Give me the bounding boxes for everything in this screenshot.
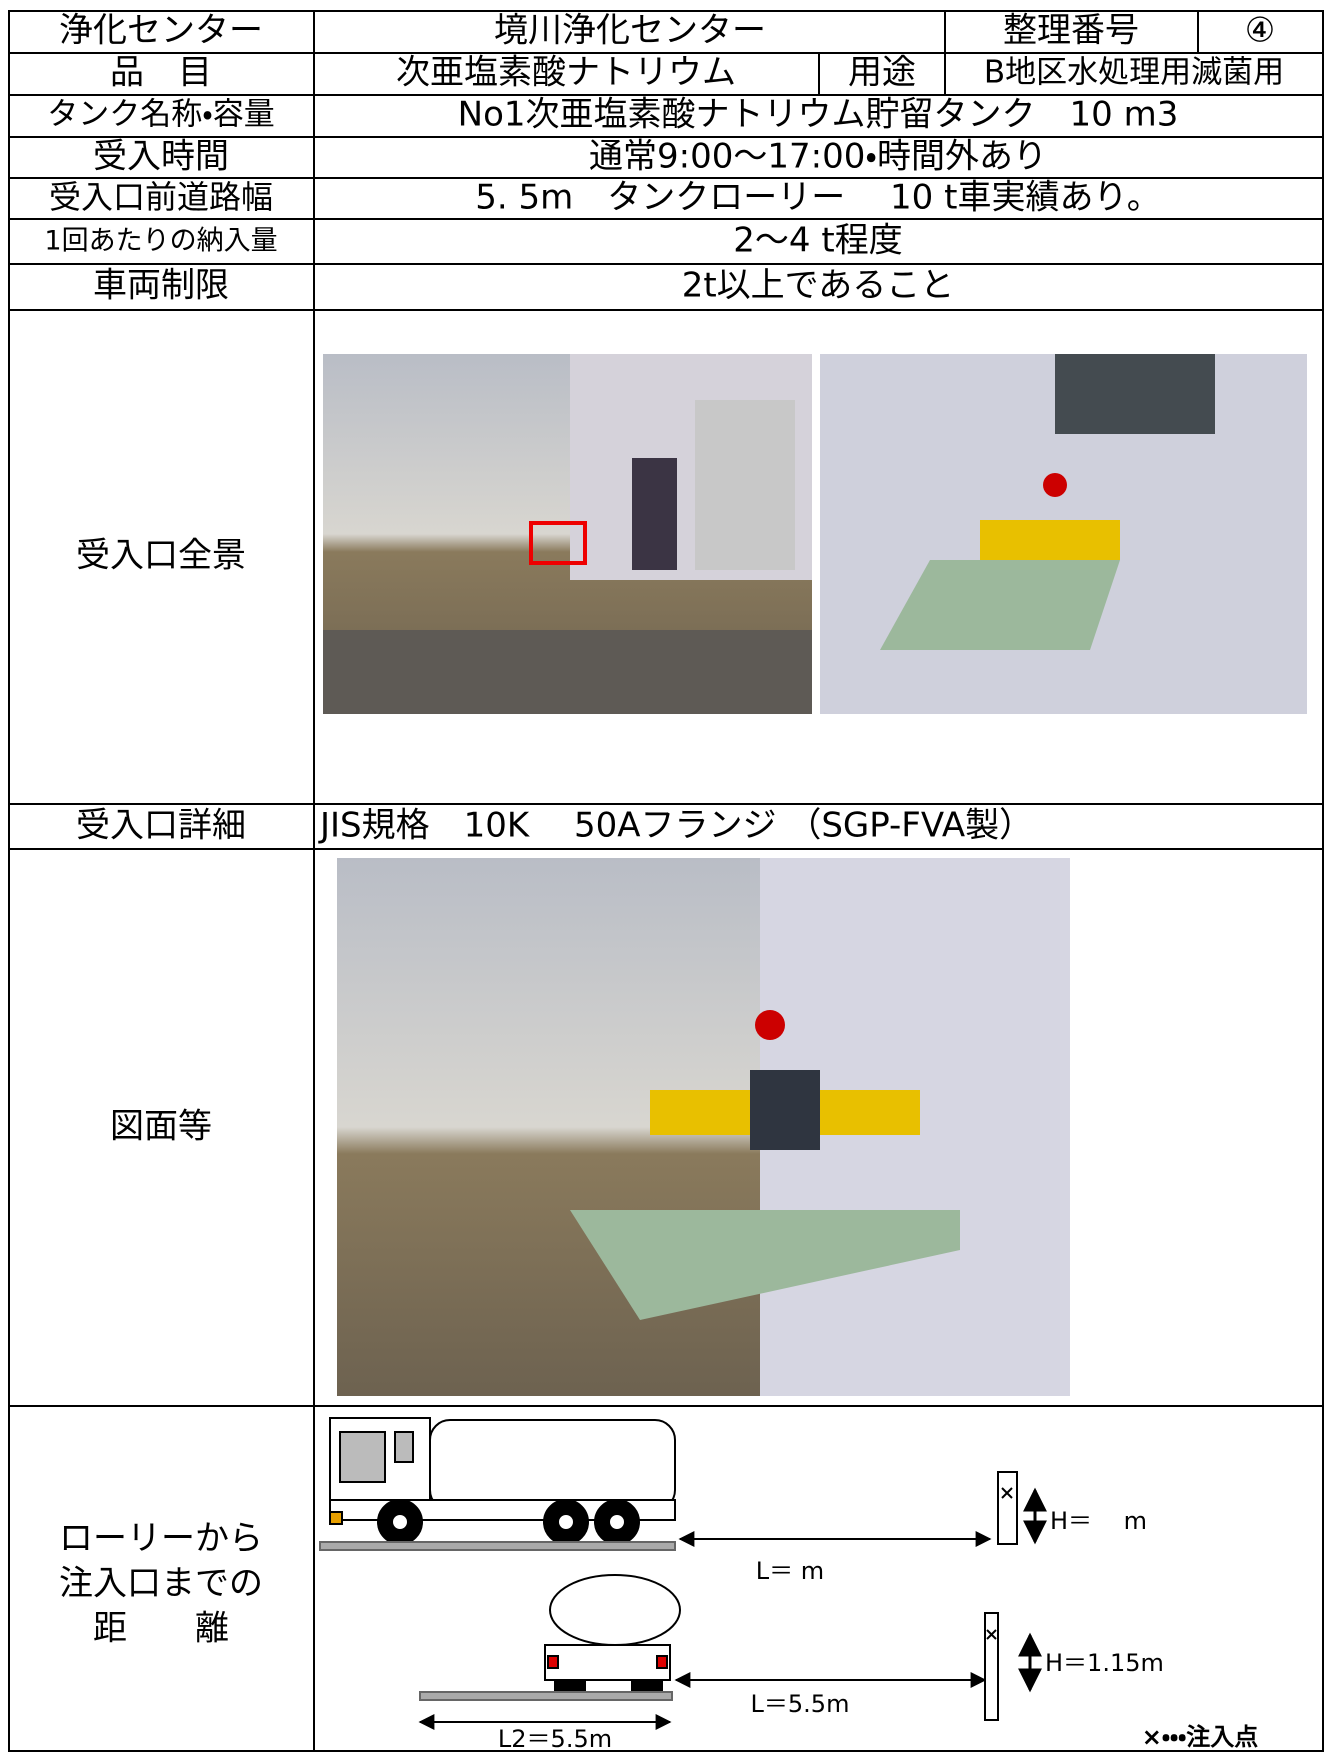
cell: 整理番号 bbox=[1003, 11, 1139, 51]
cell: ローリーから bbox=[59, 1519, 263, 1559]
cell: 用途 bbox=[848, 53, 916, 93]
cell: 受入口詳細 bbox=[76, 806, 246, 846]
cell: No1次亜塩素酸ナトリウム貯留タンク 10 m3 bbox=[458, 95, 1179, 135]
photo-inlet bbox=[820, 354, 1307, 714]
cell: 注入口までの bbox=[59, 1564, 263, 1604]
dimension-label: L2＝5.5m bbox=[498, 1725, 612, 1753]
cell: 受入時間 bbox=[93, 137, 229, 177]
photo-overview bbox=[323, 354, 812, 714]
cell: ④ bbox=[1245, 11, 1275, 51]
cell: JIS規格 10K 50Aフランジ （SGP-FVA製） bbox=[318, 806, 1033, 846]
cell: 受入口前道路幅 bbox=[49, 178, 273, 216]
cell: 距 離 bbox=[93, 1609, 229, 1649]
cell: 5. 5m タンクローリー 10 t車実績あり。 bbox=[475, 178, 1161, 218]
cell: 図面等 bbox=[110, 1107, 212, 1147]
cell: 浄化センター bbox=[59, 11, 263, 51]
dimension-label: L＝ m bbox=[756, 1557, 824, 1585]
truck-side bbox=[319, 1417, 676, 1551]
legend: ×・・・注入点 bbox=[1142, 1723, 1259, 1751]
cell: 次亜塩素酸ナトリウム bbox=[396, 53, 736, 93]
truck-rear bbox=[419, 1574, 681, 1701]
cell: 2～4 t程度 bbox=[733, 221, 902, 261]
pole bbox=[984, 1612, 999, 1721]
dimension-label: H＝ m bbox=[1050, 1507, 1147, 1535]
pole bbox=[997, 1471, 1018, 1545]
inlet-mark bbox=[986, 1629, 997, 1640]
cell: 車両制限 bbox=[93, 266, 229, 306]
cell: 境川浄化センター bbox=[494, 11, 766, 51]
cell: 品 目 bbox=[110, 53, 212, 93]
cell: 1回あたりの納入量 bbox=[44, 226, 277, 257]
table-grid bbox=[8, 10, 1324, 1752]
cell: 2t以上であること bbox=[682, 266, 955, 306]
inlet-mark bbox=[1001, 1487, 1013, 1499]
photo-detail bbox=[337, 858, 1070, 1396]
cell: タンク名称・容量 bbox=[47, 97, 275, 133]
cell: 受入口全景 bbox=[76, 536, 246, 576]
cell: 通常9:00～17:00・時間外あり bbox=[589, 137, 1047, 177]
cell: B地区水処理用滅菌用 bbox=[984, 55, 1284, 91]
dimension-label: L＝5.5m bbox=[751, 1690, 850, 1718]
dimension-label: H＝1.15m bbox=[1045, 1649, 1164, 1677]
